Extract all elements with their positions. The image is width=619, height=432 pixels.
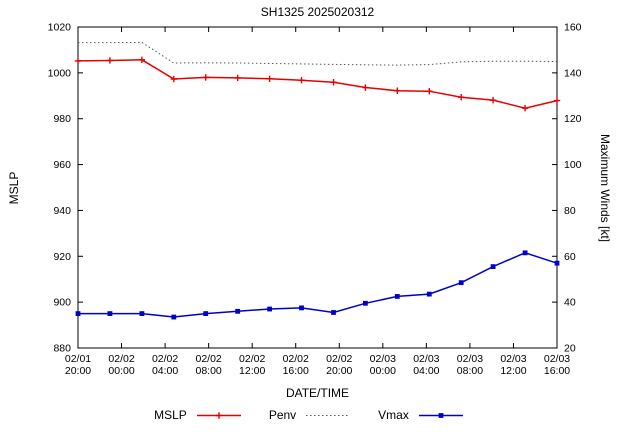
svg-text:20:00: 20:00 <box>65 365 91 377</box>
svg-text:80: 80 <box>564 205 576 217</box>
svg-text:900: 900 <box>53 297 71 309</box>
legend-item-mslp: MSLP <box>154 408 243 422</box>
svg-text:880: 880 <box>53 343 71 355</box>
svg-text:02/03: 02/03 <box>370 353 396 365</box>
svg-text:1000: 1000 <box>48 67 72 79</box>
svg-text:02/02: 02/02 <box>152 353 178 365</box>
svg-text:12:00: 12:00 <box>239 365 265 377</box>
legend: MSLP Penv Vmax <box>0 408 619 422</box>
svg-text:920: 920 <box>53 251 71 263</box>
svg-text:1020: 1020 <box>48 22 72 34</box>
legend-label-penv: Penv <box>268 408 297 422</box>
svg-text:02/02: 02/02 <box>326 353 352 365</box>
series-mslp <box>74 56 561 112</box>
svg-text:08:00: 08:00 <box>195 365 221 377</box>
svg-text:20:00: 20:00 <box>326 365 352 377</box>
svg-text:02/03: 02/03 <box>413 353 439 365</box>
svg-text:140: 140 <box>564 67 582 79</box>
axis-ticks <box>77 26 558 349</box>
svg-text:12:00: 12:00 <box>500 365 526 377</box>
series-penv <box>78 41 558 66</box>
svg-text:20: 20 <box>564 343 576 355</box>
plot-border <box>77 26 558 349</box>
svg-text:08:00: 08:00 <box>457 365 483 377</box>
svg-text:02/02: 02/02 <box>283 353 309 365</box>
svg-text:04:00: 04:00 <box>413 365 439 377</box>
svg-text:100: 100 <box>564 159 582 171</box>
legend-label-vmax: Vmax <box>378 408 409 422</box>
svg-text:04:00: 04:00 <box>152 365 178 377</box>
chart-title: SH1325 2025020312 <box>260 5 375 19</box>
legend-label-mslp: MSLP <box>154 408 187 422</box>
legend-sample-mslp <box>196 411 241 419</box>
svg-text:02/03: 02/03 <box>500 353 526 365</box>
svg-text:02/02: 02/02 <box>108 353 134 365</box>
svg-text:980: 980 <box>53 113 71 125</box>
legend-sample-penv <box>306 414 351 416</box>
svg-text:16:00: 16:00 <box>544 365 570 377</box>
series-vmax <box>75 250 560 320</box>
x-axis-label: DATE/TIME <box>285 386 350 400</box>
svg-text:160: 160 <box>564 22 582 34</box>
svg-text:02/03: 02/03 <box>457 353 483 365</box>
legend-item-penv: Penv <box>269 408 352 422</box>
svg-text:960: 960 <box>53 159 71 171</box>
svg-text:02/03: 02/03 <box>544 353 570 365</box>
svg-text:00:00: 00:00 <box>108 365 134 377</box>
svg-text:60: 60 <box>564 251 576 263</box>
axis-tick-labels: 02/0120:0002/0200:0002/0204:0002/0208:00… <box>48 22 582 378</box>
svg-text:00:00: 00:00 <box>370 365 396 377</box>
svg-text:120: 120 <box>564 113 582 125</box>
svg-text:16:00: 16:00 <box>283 365 309 377</box>
svg-text:02/02: 02/02 <box>195 353 221 365</box>
svg-text:40: 40 <box>564 297 576 309</box>
svg-text:02/01: 02/01 <box>65 353 91 365</box>
svg-text:940: 940 <box>53 205 71 217</box>
legend-item-vmax: Vmax <box>378 408 465 422</box>
svg-text:02/02: 02/02 <box>239 353 265 365</box>
legend-sample-vmax <box>418 412 463 418</box>
